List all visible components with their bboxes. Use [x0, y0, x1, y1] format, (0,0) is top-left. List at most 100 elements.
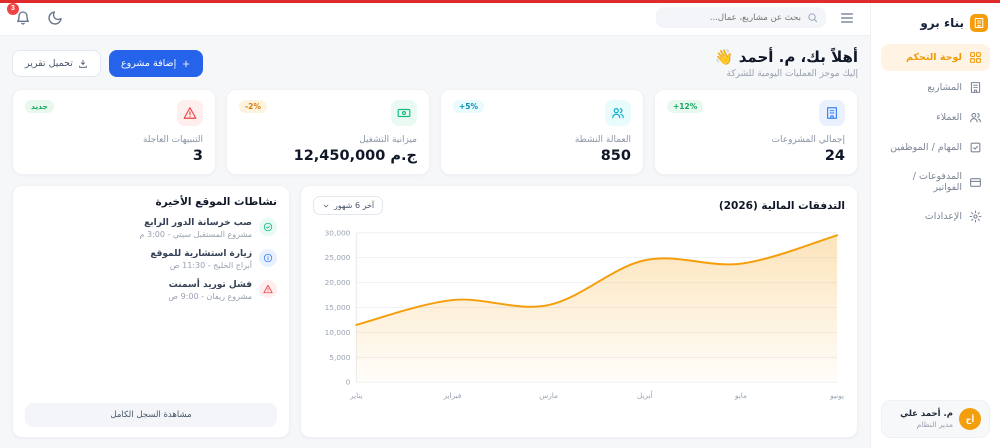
activity-title: زيارة استشارية للموقع — [150, 249, 252, 259]
wave-emoji: 👋 — [714, 48, 734, 66]
payments-icon — [969, 176, 982, 189]
page-content: أهلاً بك، م. أحمد 👋 إليك موجز العمليات ا… — [0, 36, 870, 448]
svg-text:0: 0 — [346, 378, 351, 387]
warning-icon — [259, 280, 277, 298]
grid-icon — [969, 51, 982, 64]
recent-activities-card: نشاطات الموقع الأخيرة صب خرسانة الدور ال… — [12, 185, 290, 438]
svg-text:يونيو: يونيو — [829, 391, 844, 400]
sidebar-item-label: العملاء — [936, 112, 962, 123]
chart-range-select[interactable]: آخر 6 شهور — [313, 196, 384, 215]
sidebar-nav: لوحة التحكم المشاريع العملاء المهام / الموظ… — [881, 44, 990, 230]
stat-trend-badge: -2% — [239, 100, 267, 113]
users-icon — [969, 111, 982, 124]
download-report-button[interactable]: تحميل تقرير — [12, 50, 101, 77]
avatar: أح — [959, 408, 981, 430]
financial-chart-card: التدفقات المالية (2026) آخر 6 شهور 0 5,00… — [300, 185, 858, 438]
sidebar-item-label: الإعدادات — [924, 211, 962, 222]
check-circle-icon — [259, 218, 277, 236]
gear-icon — [969, 210, 982, 223]
stat-value: 24 — [824, 148, 845, 164]
svg-text:15,000: 15,000 — [325, 303, 351, 312]
activity-item: زيارة استشارية للموقع أبراج الخليج - 11:… — [25, 249, 277, 270]
add-project-button[interactable]: إضافة مشروع — [108, 50, 204, 77]
stat-title: التنبيهات العاجلة — [142, 135, 203, 145]
sidebar-item-label: المدفوعات / الفواتير — [912, 171, 962, 193]
stat-title: إجمالي المشروعات — [771, 135, 846, 145]
svg-text:10,000: 10,000 — [325, 328, 351, 337]
stat-title: العمالة النشطة — [574, 135, 631, 145]
financial-chart: 0 5,000 10,000 15,000 20,000 25,000 30,000 يناي… — [313, 221, 845, 427]
stat-trend-badge: جديد — [25, 100, 54, 113]
stat-card-operating-budget: -2% ميزانية التشغيل 12,450,000 ج.م — [226, 89, 430, 175]
building-icon — [819, 100, 845, 126]
building-icon — [969, 81, 982, 94]
page-header: أهلاً بك، م. أحمد 👋 إليك موجز العمليات ا… — [12, 48, 858, 79]
app-logo-text: بناء برو — [920, 16, 964, 30]
plus-icon — [181, 59, 191, 69]
menu-button[interactable] — [836, 7, 858, 29]
svg-text:مايو: مايو — [734, 391, 747, 400]
search-icon — [807, 12, 818, 23]
activity-meta: أبراج الخليج - 11:30 ص — [169, 261, 252, 270]
stat-trend-badge: +12% — [667, 100, 704, 113]
top-accent-bar — [0, 0, 1000, 3]
page-subtitle: إليك موجز العمليات اليومية للشركة — [726, 69, 858, 79]
activity-list: صب خرسانة الدور الرابع مشروع المستقبل سي… — [25, 218, 277, 403]
chevron-down-icon — [322, 202, 330, 210]
user-role: مدير النظام — [916, 420, 953, 429]
stat-card-total-projects: +12% إجمالي المشروعات 24 — [654, 89, 858, 175]
sidebar-item-settings[interactable]: الإعدادات — [881, 203, 990, 230]
svg-text:5,000: 5,000 — [329, 353, 350, 362]
sidebar-item-label: المشاريع — [927, 82, 962, 93]
warning-icon — [177, 100, 203, 126]
dark-mode-toggle[interactable] — [44, 7, 66, 29]
svg-text:25,000: 25,000 — [325, 253, 351, 262]
svg-text:أبريل: أبريل — [637, 390, 653, 400]
stat-value: 12,450,000 ج.م — [293, 148, 417, 164]
stat-value: 850 — [600, 148, 631, 164]
sidebar-item-label: المهام / الموظفين — [890, 142, 962, 153]
sidebar-item-payments-invoices[interactable]: المدفوعات / الفواتير — [881, 164, 990, 200]
svg-text:مارس: مارس — [539, 391, 558, 400]
activity-meta: مشروع ريفان - 9:00 ص — [168, 292, 252, 301]
sidebar-item-projects[interactable]: المشاريع — [881, 74, 990, 101]
stat-title: ميزانية التشغيل — [359, 135, 417, 145]
header-actions: إضافة مشروع تحميل تقرير — [12, 50, 204, 77]
activity-title: فشل توريد أسمنت — [168, 280, 252, 290]
chart-title: التدفقات المالية (2026) — [718, 199, 845, 212]
stat-trend-badge: +5% — [453, 100, 485, 113]
sidebar: بناء برو لوحة التحكم المشاريع العملاء المها… — [870, 0, 1000, 448]
activity-meta: مشروع المستقبل سيتي - 3:00 م — [139, 230, 252, 239]
banknote-icon — [391, 100, 417, 126]
svg-text:فبراير: فبراير — [442, 391, 461, 400]
download-icon — [78, 59, 88, 69]
user-name: م. أحمد علي — [900, 409, 953, 419]
sidebar-item-dashboard[interactable]: لوحة التحكم — [881, 44, 990, 71]
activity-item: صب خرسانة الدور الرابع مشروع المستقبل سي… — [25, 218, 277, 239]
sidebar-item-label: لوحة التحكم — [906, 52, 962, 63]
logo-building-icon — [970, 14, 988, 32]
view-full-log-button[interactable]: مشاهدة السجل الكامل — [25, 403, 277, 427]
stat-card-urgent-alerts: جديد التنبيهات العاجلة 3 — [12, 89, 216, 175]
sidebar-item-tasks-employees[interactable]: المهام / الموظفين — [881, 134, 990, 161]
svg-text:30,000: 30,000 — [325, 228, 351, 237]
app-logo[interactable]: بناء برو — [881, 12, 990, 44]
user-profile-card[interactable]: أح م. أحمد علي مدير النظام — [881, 400, 990, 438]
page-title: أهلاً بك، م. أحمد 👋 — [714, 48, 858, 66]
activity-title: صب خرسانة الدور الرابع — [144, 218, 252, 228]
notifications-button[interactable]: 3 — [7, 2, 34, 29]
bell-icon — [15, 10, 31, 26]
topbar: 3 — [0, 0, 870, 36]
search-input[interactable] — [664, 12, 801, 23]
stat-value: 3 — [192, 148, 203, 164]
activities-title: نشاطات الموقع الأخيرة — [155, 196, 277, 208]
svg-text:يناير: يناير — [349, 391, 363, 400]
notifications-count-badge: 3 — [7, 2, 19, 15]
menu-icon — [839, 10, 855, 26]
stat-card-active-workers: +5% العمالة النشطة 850 — [440, 89, 644, 175]
users-icon — [605, 100, 631, 126]
tasks-icon — [969, 141, 982, 154]
activity-item: فشل توريد أسمنت مشروع ريفان - 9:00 ص — [25, 280, 277, 301]
sidebar-item-clients[interactable]: العملاء — [881, 104, 990, 131]
